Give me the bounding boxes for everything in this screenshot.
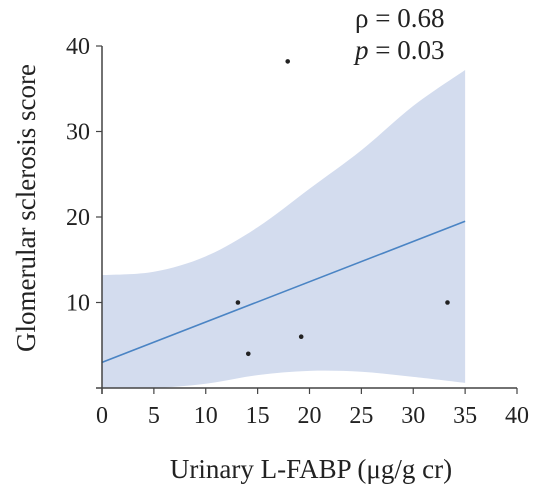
y-tick-label: 30 xyxy=(66,120,90,146)
regression-line xyxy=(101,220,466,364)
y-axis-title: Glomerular sclerosis score xyxy=(11,64,41,352)
regression-line-layer xyxy=(101,220,466,364)
x-tick-label: 25 xyxy=(349,403,373,429)
data-point xyxy=(285,59,291,64)
p-symbol: p xyxy=(353,35,369,65)
data-points-layer xyxy=(235,59,450,357)
x-tick-label: 0 xyxy=(96,403,108,429)
x-tick-label: 35 xyxy=(453,403,477,429)
p-value-text: = 0.03 xyxy=(369,35,445,65)
axes-layer xyxy=(96,45,518,394)
data-point xyxy=(445,300,450,305)
x-tick-label: 40 xyxy=(505,403,529,429)
x-axis-title: Urinary L-FABP (μg/g cr) xyxy=(170,454,452,484)
confidence-band-layer xyxy=(102,69,466,389)
y-tick-label: 40 xyxy=(66,34,90,60)
data-point xyxy=(298,334,304,340)
x-tick-label: 5 xyxy=(148,403,160,429)
data-point xyxy=(235,300,241,305)
confidence-band xyxy=(102,69,466,389)
rho-annotation: ρ = 0.68 xyxy=(355,3,444,33)
tick-labels-layer: 0 5 10 15 20 25 30 35 40 10 20 30 40 xyxy=(66,34,529,429)
y-tick-label: 10 xyxy=(66,291,90,317)
x-tick-label: 10 xyxy=(194,403,218,429)
data-point xyxy=(245,351,251,357)
x-tick-label: 30 xyxy=(401,403,425,429)
p-value-annotation: p = 0.03 xyxy=(353,35,444,65)
x-tick-label: 20 xyxy=(298,403,322,429)
y-tick-label: 20 xyxy=(66,205,90,231)
x-tick-label: 15 xyxy=(246,403,270,429)
